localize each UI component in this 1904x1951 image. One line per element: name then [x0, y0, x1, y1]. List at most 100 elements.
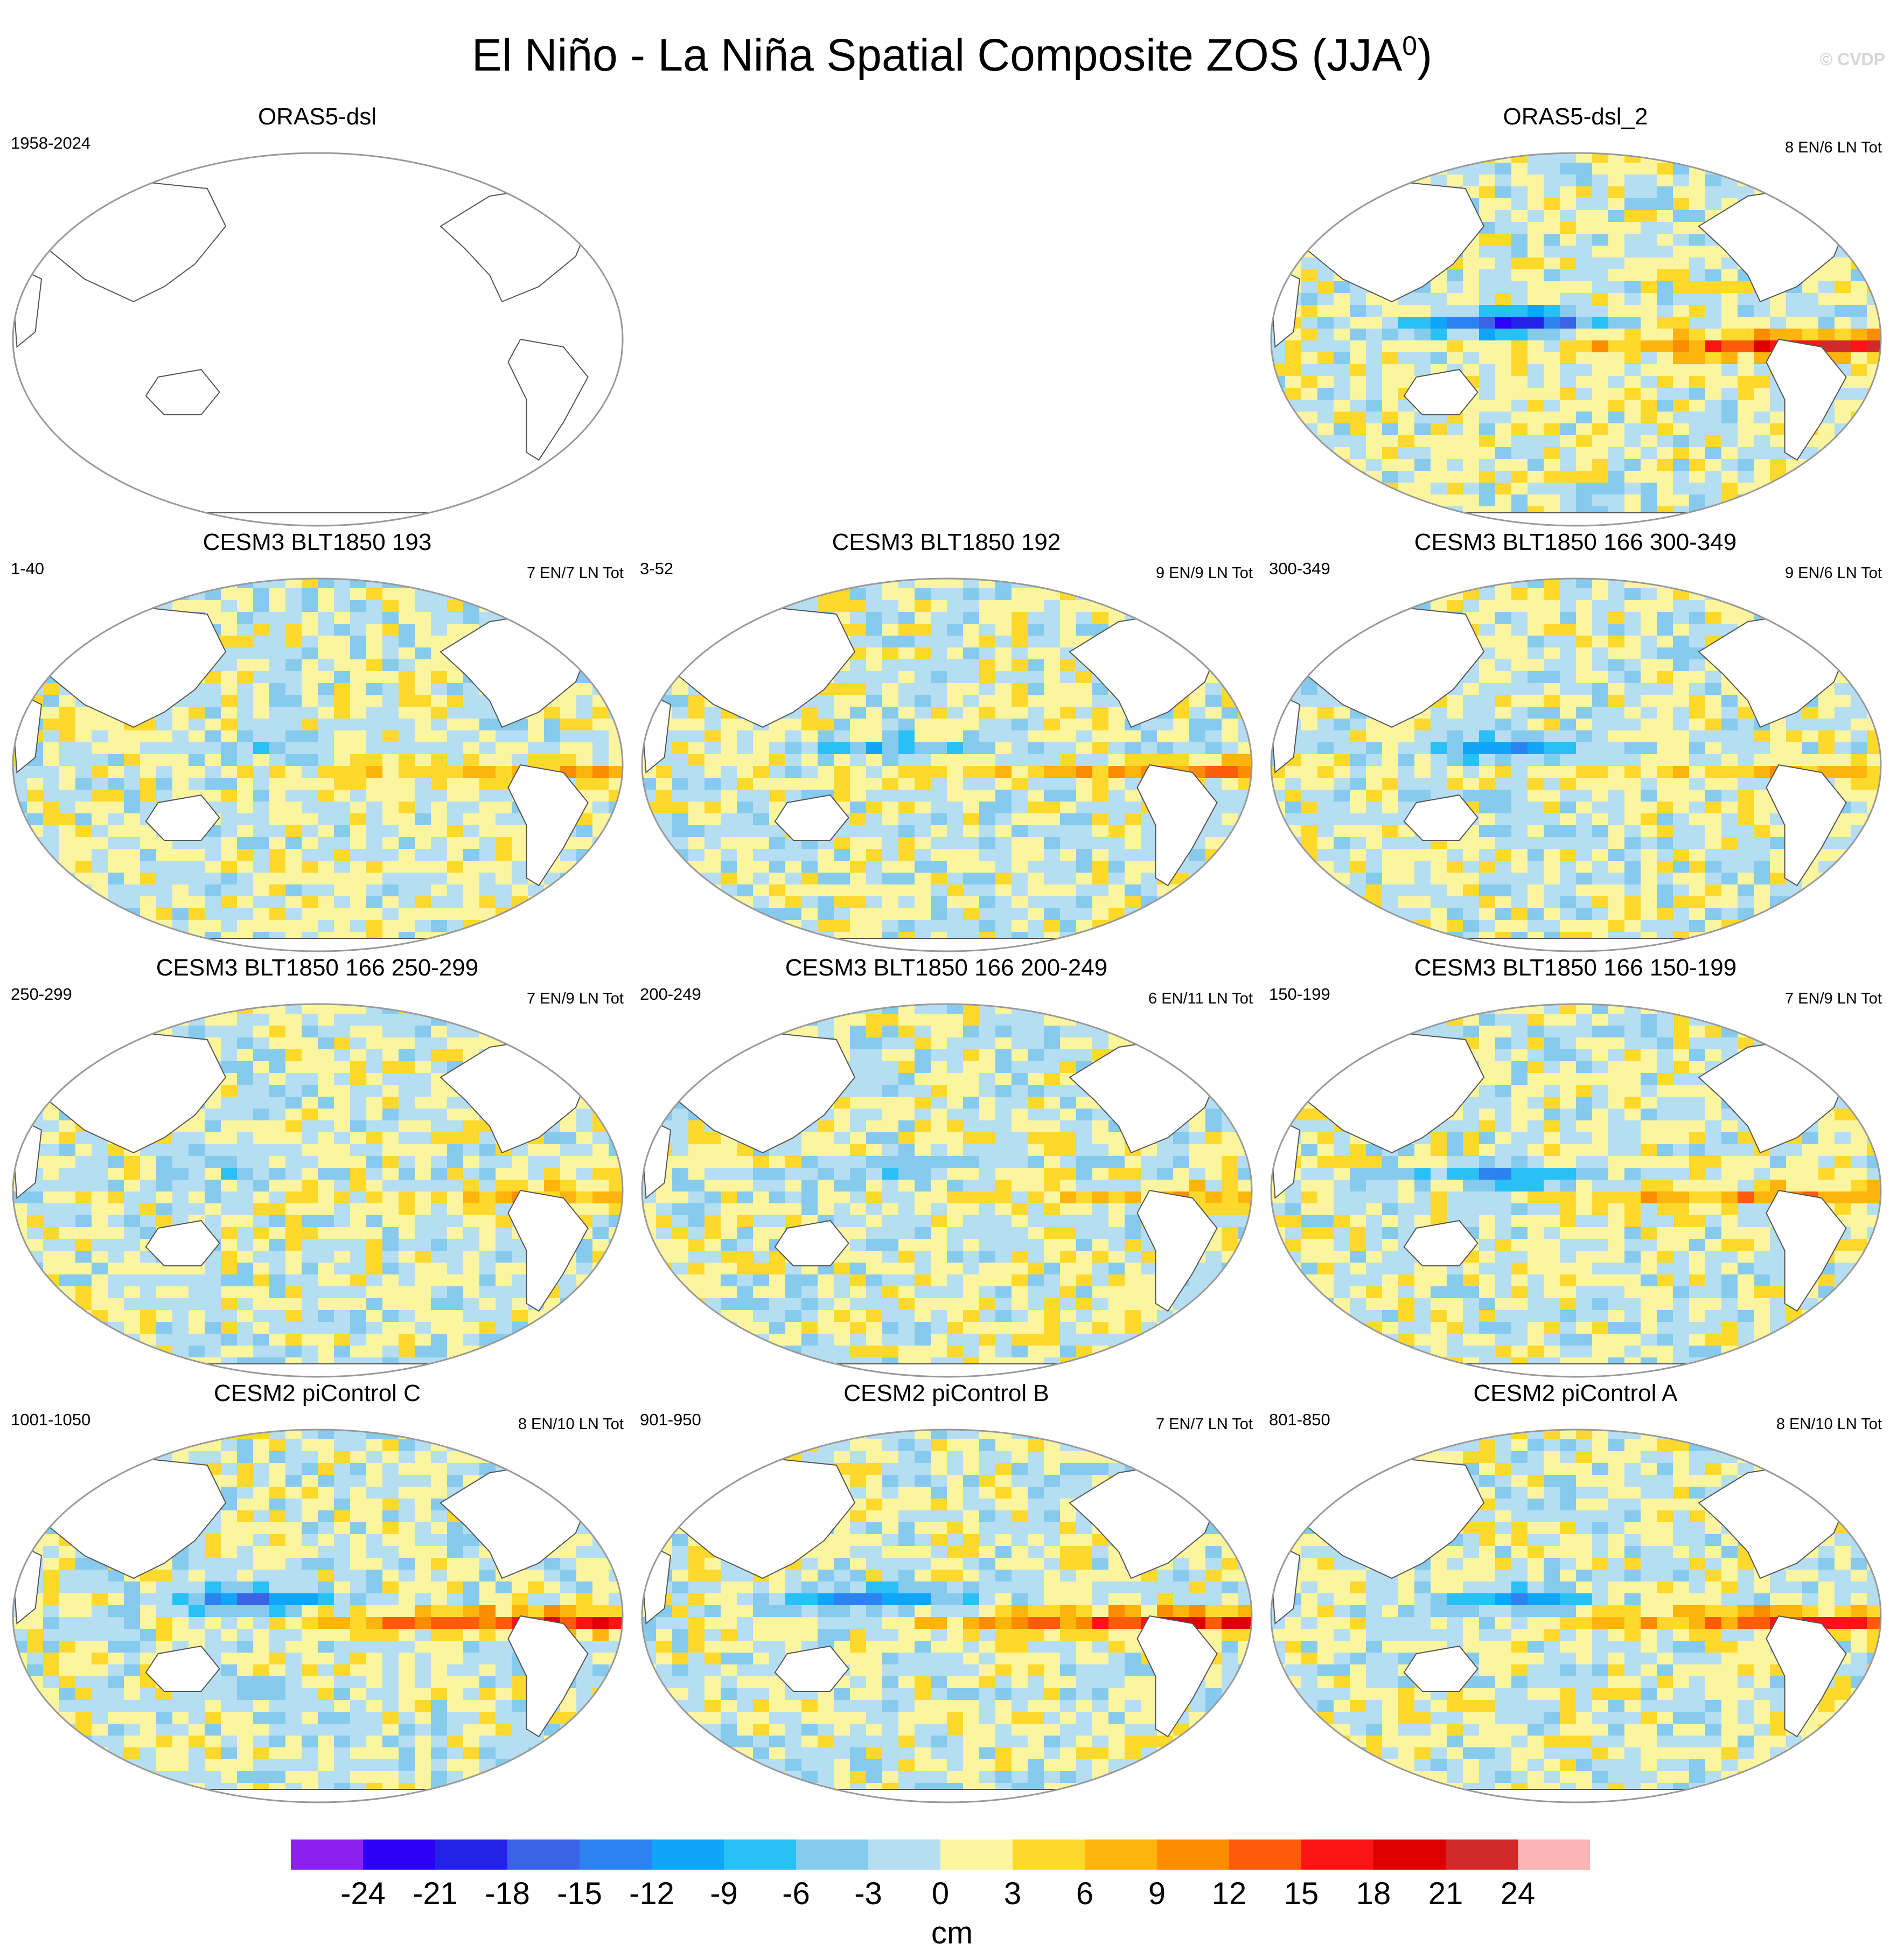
field-cell — [1673, 151, 1690, 163]
field-cell — [496, 849, 512, 861]
field-cell — [156, 944, 173, 953]
field-cell — [979, 849, 996, 861]
field-cell — [640, 612, 657, 624]
field-cell — [1334, 388, 1350, 400]
field-cell — [205, 790, 221, 802]
field-cell — [1350, 813, 1366, 826]
field-cell — [399, 730, 415, 743]
field-cell — [1754, 861, 1770, 873]
field-cell — [1592, 896, 1609, 909]
field-cell — [818, 849, 834, 861]
field-cell — [1641, 376, 1657, 388]
field-cell — [1528, 624, 1544, 636]
field-cell — [737, 813, 754, 826]
field-cell — [592, 600, 609, 612]
field-cell — [1222, 588, 1238, 601]
field-cell — [1738, 317, 1754, 329]
field-cell — [1060, 730, 1077, 743]
field-cell — [399, 695, 415, 707]
field-cell — [1463, 305, 1480, 317]
field-cell — [1350, 447, 1366, 459]
field-cell — [1222, 624, 1238, 636]
field-cell — [350, 766, 367, 778]
field-cell — [1624, 849, 1641, 861]
field-cell — [1479, 483, 1496, 495]
field-cell — [237, 659, 254, 672]
field-cell — [576, 920, 593, 932]
field-cell — [1317, 707, 1334, 719]
field-cell — [576, 695, 593, 707]
field-cell — [1012, 588, 1028, 601]
field-cell — [1479, 340, 1496, 353]
field-cell — [592, 612, 609, 624]
field-cell — [11, 683, 27, 695]
field-cell — [834, 707, 850, 719]
field-cell — [1398, 778, 1415, 790]
field-cell — [1835, 340, 1851, 353]
field-cell — [350, 624, 367, 636]
panel-title: ORAS5-dsl_2 — [1258, 102, 1893, 131]
field-cell — [1414, 317, 1431, 329]
field-cell — [1770, 920, 1787, 932]
field-cell — [1641, 447, 1657, 459]
field-cell — [1738, 506, 1754, 519]
field-cell — [1447, 873, 1463, 885]
field-cell — [1382, 861, 1399, 873]
field-cell — [560, 849, 577, 861]
field-cell — [1495, 707, 1512, 719]
field-cell — [1479, 766, 1496, 778]
field-cell — [431, 1002, 448, 1014]
field-cell — [979, 624, 996, 636]
field-cell — [1754, 388, 1770, 400]
field-cell — [479, 825, 496, 838]
field-cell — [1447, 754, 1463, 767]
field-cell — [785, 778, 802, 790]
field-cell — [269, 813, 286, 826]
field-cell — [609, 825, 625, 838]
field-cell — [463, 944, 480, 953]
field-cell — [1818, 459, 1835, 471]
field-cell — [1592, 494, 1609, 507]
field-cell — [1076, 766, 1093, 778]
field-cell — [882, 624, 899, 636]
field-cell — [1738, 340, 1754, 353]
field-cell — [1511, 813, 1528, 826]
field-cell — [350, 600, 367, 612]
field-cell — [931, 612, 947, 624]
field-cell — [979, 588, 996, 601]
field-cell — [528, 576, 545, 589]
field-cell — [1689, 317, 1706, 329]
field-cell — [656, 908, 673, 921]
field-cell — [979, 825, 996, 838]
field-cell — [1301, 636, 1318, 648]
field-cell — [1657, 364, 1673, 377]
field-cell — [882, 612, 899, 624]
field-cell — [1608, 873, 1625, 885]
field-cell — [898, 873, 915, 885]
field-cell — [496, 873, 512, 885]
field-cell — [1511, 837, 1528, 849]
field-cell — [1479, 837, 1496, 849]
field-cell — [1317, 471, 1334, 483]
field-cell — [1479, 754, 1496, 767]
field-cell — [1382, 849, 1399, 861]
field-cell — [59, 766, 76, 778]
field-cell — [1754, 376, 1770, 388]
field-cell — [237, 612, 254, 624]
field-cell — [350, 1014, 367, 1026]
field-cell — [915, 588, 931, 601]
field-cell — [576, 778, 593, 790]
field-cell — [640, 849, 657, 861]
field-cell — [189, 576, 205, 589]
field-cell — [1528, 908, 1544, 921]
field-cell — [237, 790, 254, 802]
field-cell — [350, 695, 367, 707]
field-cell — [1060, 873, 1077, 885]
field-cell — [1076, 896, 1093, 909]
field-cell — [947, 873, 964, 885]
field-cell — [1431, 861, 1447, 873]
field-cell — [334, 837, 351, 849]
field-cell — [1301, 813, 1318, 826]
field-cell — [1092, 778, 1109, 790]
field-cell — [1754, 329, 1770, 341]
